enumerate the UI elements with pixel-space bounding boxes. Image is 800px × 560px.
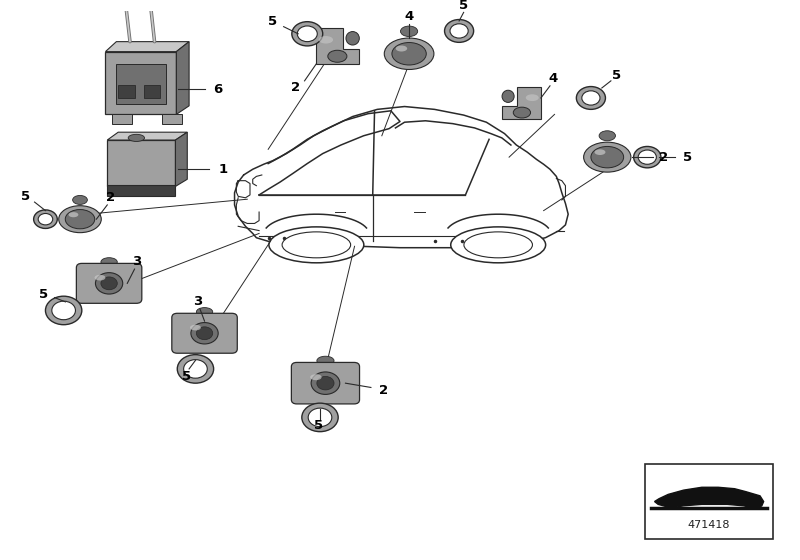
FancyBboxPatch shape (291, 362, 359, 404)
Polygon shape (502, 87, 541, 119)
Circle shape (450, 24, 468, 38)
Ellipse shape (66, 209, 94, 229)
Circle shape (34, 210, 58, 228)
Text: 2: 2 (291, 82, 300, 95)
Text: 3: 3 (132, 255, 141, 268)
Circle shape (634, 147, 661, 168)
Text: 6: 6 (214, 83, 223, 96)
Text: 2: 2 (106, 192, 115, 204)
Ellipse shape (328, 50, 347, 62)
Circle shape (445, 20, 474, 43)
FancyBboxPatch shape (76, 263, 142, 304)
FancyBboxPatch shape (172, 313, 238, 353)
Circle shape (582, 91, 600, 105)
FancyBboxPatch shape (162, 114, 182, 124)
Circle shape (308, 408, 332, 427)
Text: 5: 5 (182, 370, 191, 382)
Ellipse shape (584, 142, 631, 172)
FancyBboxPatch shape (116, 64, 166, 104)
Circle shape (46, 296, 82, 325)
Circle shape (178, 354, 214, 383)
Ellipse shape (95, 273, 122, 294)
Ellipse shape (526, 94, 538, 101)
Text: 5: 5 (268, 15, 278, 28)
Polygon shape (176, 41, 189, 114)
FancyBboxPatch shape (107, 140, 175, 186)
FancyBboxPatch shape (118, 85, 134, 98)
Text: 3: 3 (194, 295, 203, 309)
Text: 5: 5 (612, 69, 621, 82)
Ellipse shape (502, 90, 514, 102)
Ellipse shape (591, 147, 624, 168)
Circle shape (576, 87, 606, 109)
Text: 5: 5 (39, 288, 48, 301)
Ellipse shape (73, 195, 87, 204)
Text: 5: 5 (459, 0, 468, 12)
Ellipse shape (190, 325, 201, 330)
Circle shape (298, 26, 318, 41)
Ellipse shape (346, 31, 359, 45)
Ellipse shape (450, 227, 546, 263)
Circle shape (292, 22, 322, 46)
Text: 2: 2 (379, 384, 388, 397)
Ellipse shape (392, 43, 426, 65)
Text: 1: 1 (218, 163, 227, 176)
Circle shape (52, 301, 75, 320)
Polygon shape (654, 487, 764, 508)
Text: 4: 4 (548, 72, 558, 85)
Text: 2: 2 (659, 151, 668, 164)
Ellipse shape (191, 323, 218, 344)
Ellipse shape (282, 232, 350, 258)
Ellipse shape (599, 131, 615, 141)
Ellipse shape (101, 277, 118, 290)
FancyBboxPatch shape (144, 85, 160, 98)
Ellipse shape (384, 38, 434, 69)
FancyBboxPatch shape (106, 52, 176, 114)
Ellipse shape (310, 374, 322, 380)
Text: 5: 5 (314, 419, 322, 432)
Ellipse shape (317, 376, 334, 390)
Polygon shape (316, 28, 359, 64)
Ellipse shape (58, 206, 102, 232)
Circle shape (38, 213, 53, 225)
Polygon shape (175, 132, 187, 186)
Ellipse shape (196, 307, 213, 316)
Ellipse shape (128, 134, 145, 142)
Circle shape (302, 403, 338, 432)
Ellipse shape (269, 227, 364, 263)
Polygon shape (106, 41, 189, 52)
FancyBboxPatch shape (107, 185, 175, 197)
Ellipse shape (318, 36, 333, 44)
Ellipse shape (196, 327, 213, 340)
FancyBboxPatch shape (112, 114, 132, 124)
Ellipse shape (94, 275, 106, 281)
Ellipse shape (464, 232, 533, 258)
FancyBboxPatch shape (646, 464, 773, 539)
Ellipse shape (396, 45, 407, 52)
Ellipse shape (317, 356, 334, 365)
Circle shape (638, 150, 656, 164)
Text: 4: 4 (405, 10, 414, 23)
Ellipse shape (401, 26, 418, 36)
Circle shape (184, 360, 207, 378)
Polygon shape (107, 132, 187, 140)
Ellipse shape (594, 150, 606, 155)
Ellipse shape (69, 212, 78, 217)
Ellipse shape (101, 258, 118, 266)
Ellipse shape (514, 107, 530, 118)
Text: 5: 5 (682, 151, 692, 164)
Text: 5: 5 (21, 190, 30, 203)
Text: 471418: 471418 (688, 520, 730, 530)
Ellipse shape (311, 372, 340, 394)
